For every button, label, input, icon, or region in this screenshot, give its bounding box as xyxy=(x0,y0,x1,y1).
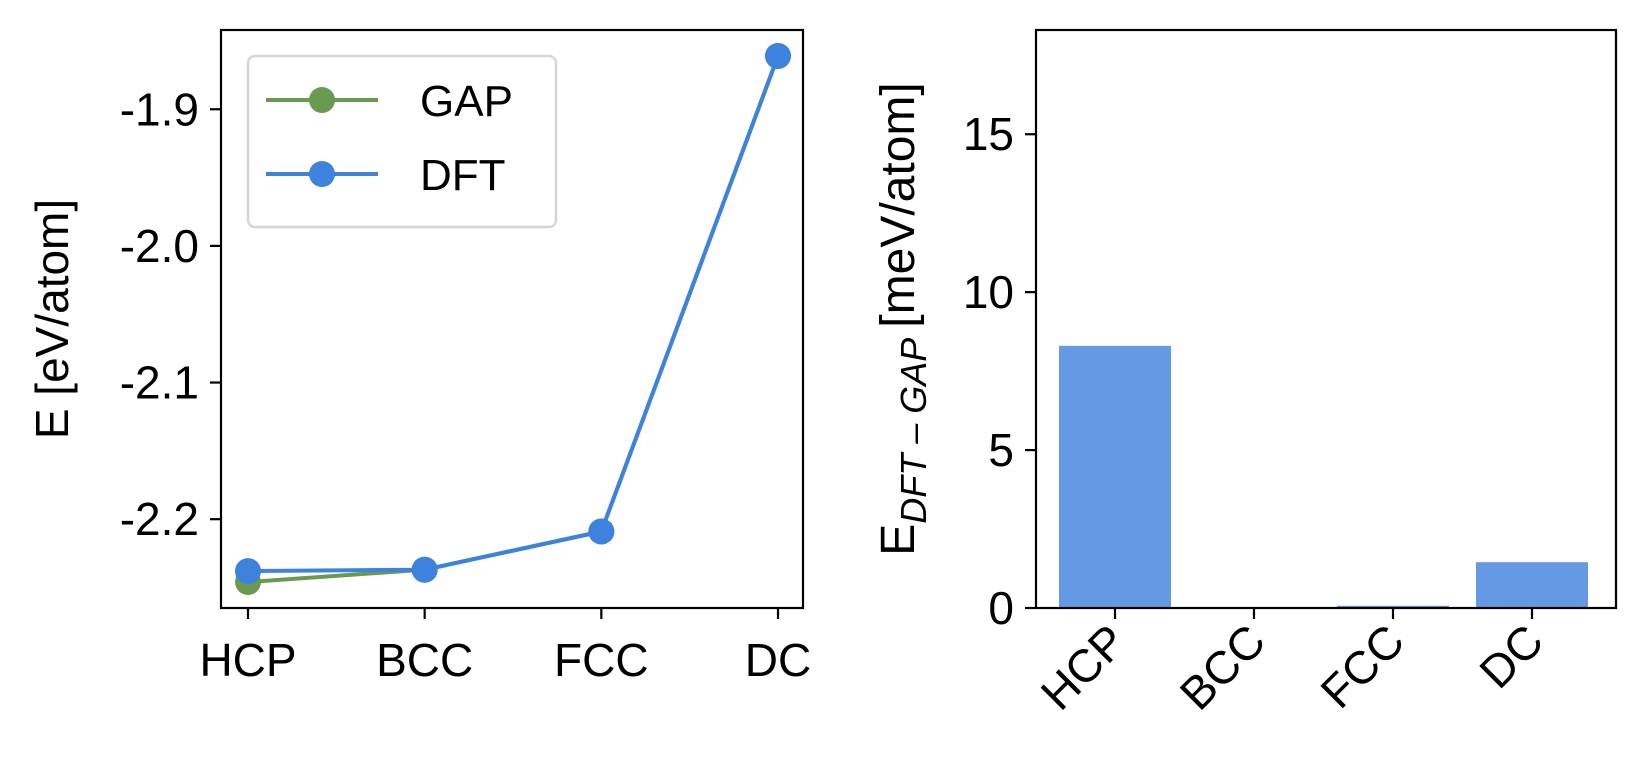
energy-difference-bar-chart: 0 5 10 15 HCP BCC FCC DC EDFT – GAP [meV/atom] xyxy=(872,28,1618,720)
line-y-tick-label: -2.1 xyxy=(120,357,199,409)
bar-y-ticks: 0 5 10 15 xyxy=(963,108,1036,634)
point-dft-bcc xyxy=(411,556,438,583)
legend: GAP DFT xyxy=(246,54,558,229)
bar-y-tick-label: 10 xyxy=(963,266,1014,318)
legend-gap-marker xyxy=(309,87,335,113)
bar-plot-frame xyxy=(1034,28,1618,610)
bar-y-axis-title-units: [meV/atom] xyxy=(872,82,925,327)
line-x-tick-label: BCC xyxy=(376,634,473,686)
bar-dc xyxy=(1476,562,1588,608)
bar-y-axis-title-main: E xyxy=(872,524,925,556)
bar-x-tick-label: FCC xyxy=(1310,614,1414,718)
line-x-tick-label: FCC xyxy=(554,634,649,686)
bar-y-tick-label: 5 xyxy=(988,424,1014,476)
line-y-tick-label: -1.9 xyxy=(120,83,199,135)
bar-plot-marks xyxy=(1059,345,1588,609)
point-dft-fcc xyxy=(588,518,615,545)
legend-gap-label: GAP xyxy=(420,77,513,126)
line-x-tick-label: DC xyxy=(745,634,811,686)
line-y-ticks: -1.9 -2.0 -2.1 -2.2 xyxy=(120,83,221,545)
legend-dft-marker xyxy=(309,161,335,187)
line-y-tick-label: -2.2 xyxy=(120,493,199,545)
bar-fcc xyxy=(1337,605,1449,608)
line-y-tick-label: -2.0 xyxy=(120,220,199,272)
line-plot-frame xyxy=(219,28,805,610)
bar-x-tick-label: BCC xyxy=(1170,614,1275,719)
bar-y-axis-title: EDFT – GAP [meV/atom] xyxy=(872,82,934,555)
line-x-tick-label: HCP xyxy=(199,634,296,686)
series-line-dft xyxy=(247,55,780,574)
bar-hcp xyxy=(1059,345,1171,608)
line-plot-marks xyxy=(235,42,791,596)
bar-x-ticks: HCP BCC FCC DC xyxy=(1031,608,1553,720)
bar-y-axis-title-subscript: DFT – GAP xyxy=(893,338,934,524)
point-dft-hcp xyxy=(235,558,261,585)
line-x-ticks: HCP BCC FCC DC xyxy=(199,608,811,686)
bar-y-tick-label: 0 xyxy=(988,582,1014,634)
point-dft-dc xyxy=(765,42,791,69)
bar-x-tick-label: HCP xyxy=(1031,614,1136,719)
energy-line-chart: -1.9 -2.0 -2.1 -2.2 HCP BCC FCC DC E [eV/atom]… xyxy=(26,28,811,686)
legend-dft-label: DFT xyxy=(420,151,506,200)
bar-y-tick-label: 15 xyxy=(963,108,1014,160)
bar-x-tick-label: DC xyxy=(1469,614,1553,698)
line-y-axis-title: E [eV/atom] xyxy=(26,199,78,439)
